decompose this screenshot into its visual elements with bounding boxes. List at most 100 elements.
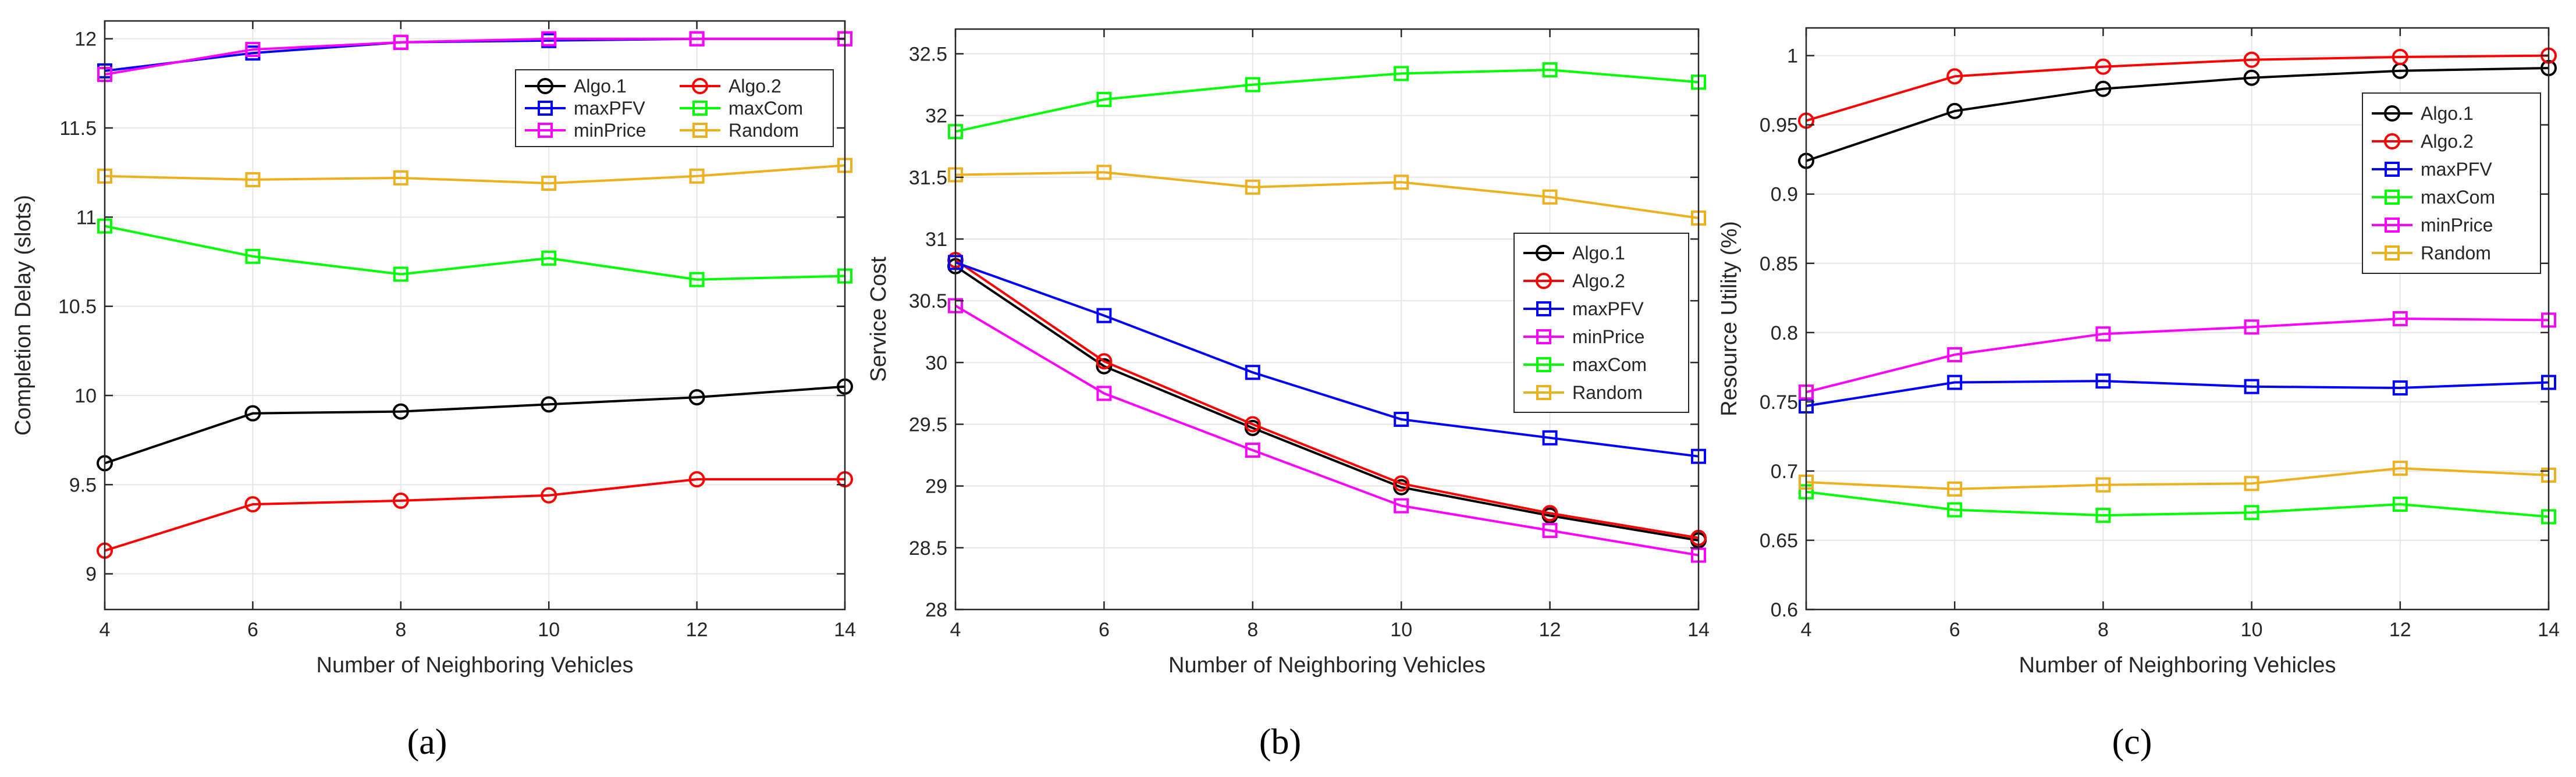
- y-axis-label: Resource Utility (%): [1717, 221, 1742, 416]
- series-line: [1806, 380, 2549, 407]
- data-point: [2392, 497, 2408, 512]
- data-point: [2095, 508, 2111, 523]
- data-point: [541, 176, 557, 191]
- legend-entry: Random: [2372, 243, 2491, 263]
- legend-box: [2362, 92, 2541, 274]
- axes-box: [954, 28, 1700, 611]
- data-point: [392, 403, 409, 420]
- data-point: [2095, 373, 2111, 389]
- data-point: [2392, 49, 2408, 65]
- x-tick-label: 8: [2098, 619, 2109, 641]
- panel-caption: (a): [407, 722, 447, 762]
- data-point: [688, 389, 705, 406]
- x-tick-label: 12: [1539, 619, 1561, 641]
- series-line: [104, 164, 845, 185]
- x-tick-label: 4: [950, 619, 961, 641]
- data-point: [1947, 347, 1963, 362]
- legend-box: [515, 69, 834, 147]
- legend-entry: minPrice: [525, 120, 646, 141]
- legend-marker: [2384, 133, 2400, 149]
- x-tick-label: 8: [1247, 619, 1258, 641]
- y-tick-label: 9: [86, 564, 97, 586]
- series-line: [1806, 467, 2549, 490]
- legend-label: maxCom: [729, 98, 803, 119]
- y-tick-label: 0.65: [1760, 530, 1798, 552]
- y-tick-label: 0.85: [1760, 253, 1798, 275]
- x-axis-label: Number of Neighboring Vehicles: [317, 653, 634, 678]
- series-line: [104, 224, 845, 281]
- y-tick-label: 0.7: [1771, 461, 1798, 483]
- legend-marker: [2384, 105, 2400, 122]
- data-point: [541, 250, 557, 266]
- data-point: [1542, 430, 1558, 445]
- chart-panel-a: 4 6 8 10 12 14 9 9.5 10 10.5 11 11.5 12 Number of Nei…: [11, 20, 856, 678]
- data-point: [2095, 326, 2111, 342]
- data-point: [1947, 502, 1963, 518]
- data-point: [688, 471, 705, 488]
- x-tick-label: 6: [1099, 619, 1110, 641]
- y-tick-label: 9.5: [69, 474, 97, 496]
- data-point: [244, 496, 261, 513]
- data-point: [2243, 69, 2260, 86]
- data-point: [245, 172, 261, 187]
- data-point: [1244, 416, 1261, 433]
- legend-marker: [1536, 301, 1551, 316]
- legend-box: [1513, 233, 1689, 413]
- legend-marker: [2385, 218, 2400, 233]
- x-axis-label: Number of Neighboring Vehicles: [1168, 653, 1486, 678]
- data-point: [1096, 165, 1112, 180]
- legend-marker: [2385, 245, 2400, 261]
- data-point: [1541, 505, 1558, 522]
- series-line: [104, 37, 845, 76]
- data-point: [393, 266, 408, 282]
- data-point: [1542, 523, 1558, 539]
- y-tick-label: 32.5: [909, 43, 947, 65]
- series-line: [955, 69, 1699, 133]
- data-point: [245, 42, 261, 58]
- y-tick-label: 1: [1787, 45, 1798, 67]
- legend-entry: Random: [680, 120, 799, 141]
- legend-marker: [1536, 357, 1551, 372]
- data-point: [2244, 505, 2259, 521]
- data-point: [1096, 386, 1112, 401]
- data-point: [393, 34, 408, 50]
- legend-marker: [1536, 273, 1552, 289]
- data-point: [689, 168, 705, 184]
- data-point: [541, 31, 557, 47]
- y-tick-label: 30.5: [909, 290, 947, 312]
- series-line: [955, 261, 1699, 458]
- data-point: [1946, 102, 1963, 119]
- legend-entry: maxPFV: [1523, 298, 1644, 319]
- data-point: [2244, 476, 2259, 491]
- series-line: [104, 385, 845, 465]
- data-point: [244, 405, 261, 422]
- legend-label: Random: [1572, 382, 1643, 403]
- data-point: [1394, 498, 1409, 514]
- legend-entry: Algo.1: [2372, 103, 2474, 124]
- x-tick-label: 10: [538, 619, 560, 641]
- data-point: [2095, 477, 2111, 493]
- y-tick-label: 11.5: [59, 117, 97, 140]
- x-tick-label: 6: [247, 619, 258, 641]
- x-tick-label: 4: [100, 619, 111, 641]
- data-point: [1245, 443, 1260, 458]
- data-point: [1947, 481, 1963, 497]
- data-point: [1393, 475, 1410, 492]
- legend-marker: [1536, 329, 1551, 344]
- legend-label: Random: [2421, 243, 2491, 263]
- y-tick-label: 11: [76, 206, 97, 229]
- y-tick-label: 12: [74, 28, 97, 51]
- legend-marker: [538, 101, 553, 116]
- series-algo2: [97, 471, 853, 559]
- axes-box: [1805, 27, 2550, 611]
- legend-label: minPrice: [2421, 215, 2493, 236]
- data-point: [1096, 92, 1112, 108]
- legend-entry: Algo.2: [2372, 131, 2474, 152]
- data-point: [1947, 375, 1963, 390]
- x-tick-label: 14: [1687, 619, 1710, 641]
- data-point: [1096, 353, 1113, 370]
- data-point: [1542, 62, 1558, 78]
- series-line: [1806, 67, 2549, 162]
- legend-marker: [2385, 162, 2400, 177]
- legend-marker: [692, 123, 708, 138]
